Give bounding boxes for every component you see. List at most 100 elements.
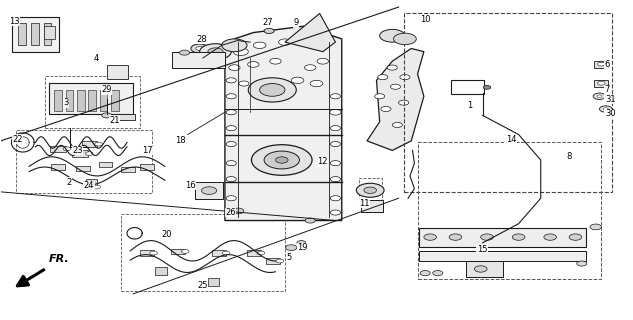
Bar	[66, 90, 73, 111]
Circle shape	[150, 251, 158, 255]
FancyBboxPatch shape	[361, 200, 384, 212]
Circle shape	[304, 65, 316, 70]
Circle shape	[232, 208, 244, 214]
Text: 6: 6	[605, 60, 610, 69]
Text: 12: 12	[318, 157, 328, 166]
Text: 22: 22	[13, 135, 23, 144]
Circle shape	[181, 250, 189, 253]
Bar	[121, 167, 135, 172]
Bar	[50, 146, 66, 152]
Circle shape	[330, 161, 341, 166]
Bar	[111, 90, 119, 111]
Circle shape	[512, 234, 525, 240]
Text: 17: 17	[142, 146, 153, 155]
Circle shape	[199, 44, 231, 60]
Bar	[208, 278, 219, 286]
Circle shape	[378, 75, 388, 80]
Circle shape	[279, 39, 291, 45]
Circle shape	[330, 141, 341, 147]
Circle shape	[226, 141, 236, 147]
FancyBboxPatch shape	[172, 52, 225, 68]
Text: FR.: FR.	[49, 253, 70, 264]
Bar	[212, 251, 226, 256]
Bar	[140, 251, 154, 256]
Circle shape	[102, 113, 112, 118]
Text: 14: 14	[506, 135, 517, 144]
Circle shape	[310, 80, 323, 87]
FancyBboxPatch shape	[107, 65, 128, 79]
Circle shape	[364, 187, 377, 194]
Circle shape	[330, 196, 341, 201]
Circle shape	[593, 93, 606, 100]
Text: 15: 15	[477, 245, 487, 254]
Circle shape	[85, 152, 93, 156]
FancyBboxPatch shape	[195, 182, 223, 199]
Bar	[140, 164, 154, 170]
Circle shape	[253, 42, 266, 49]
Circle shape	[330, 177, 341, 182]
Bar	[594, 60, 608, 68]
Text: 26: 26	[225, 208, 236, 217]
Circle shape	[191, 44, 208, 53]
Text: 24: 24	[84, 181, 94, 190]
Circle shape	[483, 85, 491, 89]
Text: 23: 23	[72, 146, 83, 155]
Bar	[31, 23, 39, 45]
Polygon shape	[285, 13, 335, 52]
Bar	[266, 259, 280, 264]
Text: 27: 27	[263, 19, 273, 28]
Circle shape	[276, 259, 284, 263]
Circle shape	[179, 50, 189, 55]
Bar	[156, 267, 167, 275]
Circle shape	[577, 261, 587, 266]
Text: 25: 25	[197, 281, 208, 290]
Circle shape	[297, 241, 306, 245]
Circle shape	[260, 84, 285, 96]
Text: 10: 10	[420, 15, 430, 24]
Circle shape	[222, 251, 230, 255]
Circle shape	[394, 33, 417, 45]
Text: 16: 16	[185, 181, 196, 190]
Text: 30: 30	[605, 109, 615, 118]
Text: 8: 8	[567, 152, 572, 161]
Circle shape	[248, 61, 259, 67]
Circle shape	[569, 234, 582, 240]
FancyBboxPatch shape	[465, 261, 503, 277]
Circle shape	[380, 29, 405, 42]
Bar	[54, 90, 62, 111]
Circle shape	[330, 210, 341, 215]
Circle shape	[381, 107, 391, 112]
Circle shape	[387, 65, 398, 70]
Circle shape	[392, 123, 403, 127]
Circle shape	[598, 81, 605, 85]
Text: 2: 2	[66, 178, 72, 187]
Circle shape	[399, 100, 409, 105]
Circle shape	[226, 94, 236, 99]
Polygon shape	[225, 26, 342, 220]
Circle shape	[291, 77, 304, 84]
Text: 7: 7	[605, 85, 610, 94]
Bar	[247, 251, 261, 256]
Circle shape	[239, 81, 249, 86]
Circle shape	[270, 58, 281, 64]
Circle shape	[226, 110, 236, 115]
Bar	[118, 115, 135, 120]
Text: 18: 18	[175, 136, 185, 145]
Circle shape	[285, 245, 297, 251]
Circle shape	[226, 161, 236, 166]
Bar	[77, 90, 85, 111]
Circle shape	[603, 108, 608, 110]
Text: 13: 13	[9, 17, 20, 26]
Circle shape	[95, 142, 103, 146]
FancyBboxPatch shape	[420, 228, 586, 247]
Text: 9: 9	[294, 19, 299, 28]
Text: 29: 29	[101, 85, 112, 94]
Bar	[51, 164, 65, 170]
Circle shape	[400, 75, 410, 80]
Bar	[44, 23, 51, 45]
Circle shape	[257, 251, 265, 255]
Circle shape	[356, 183, 384, 197]
Circle shape	[590, 224, 601, 230]
Circle shape	[375, 94, 385, 99]
Circle shape	[420, 270, 430, 276]
